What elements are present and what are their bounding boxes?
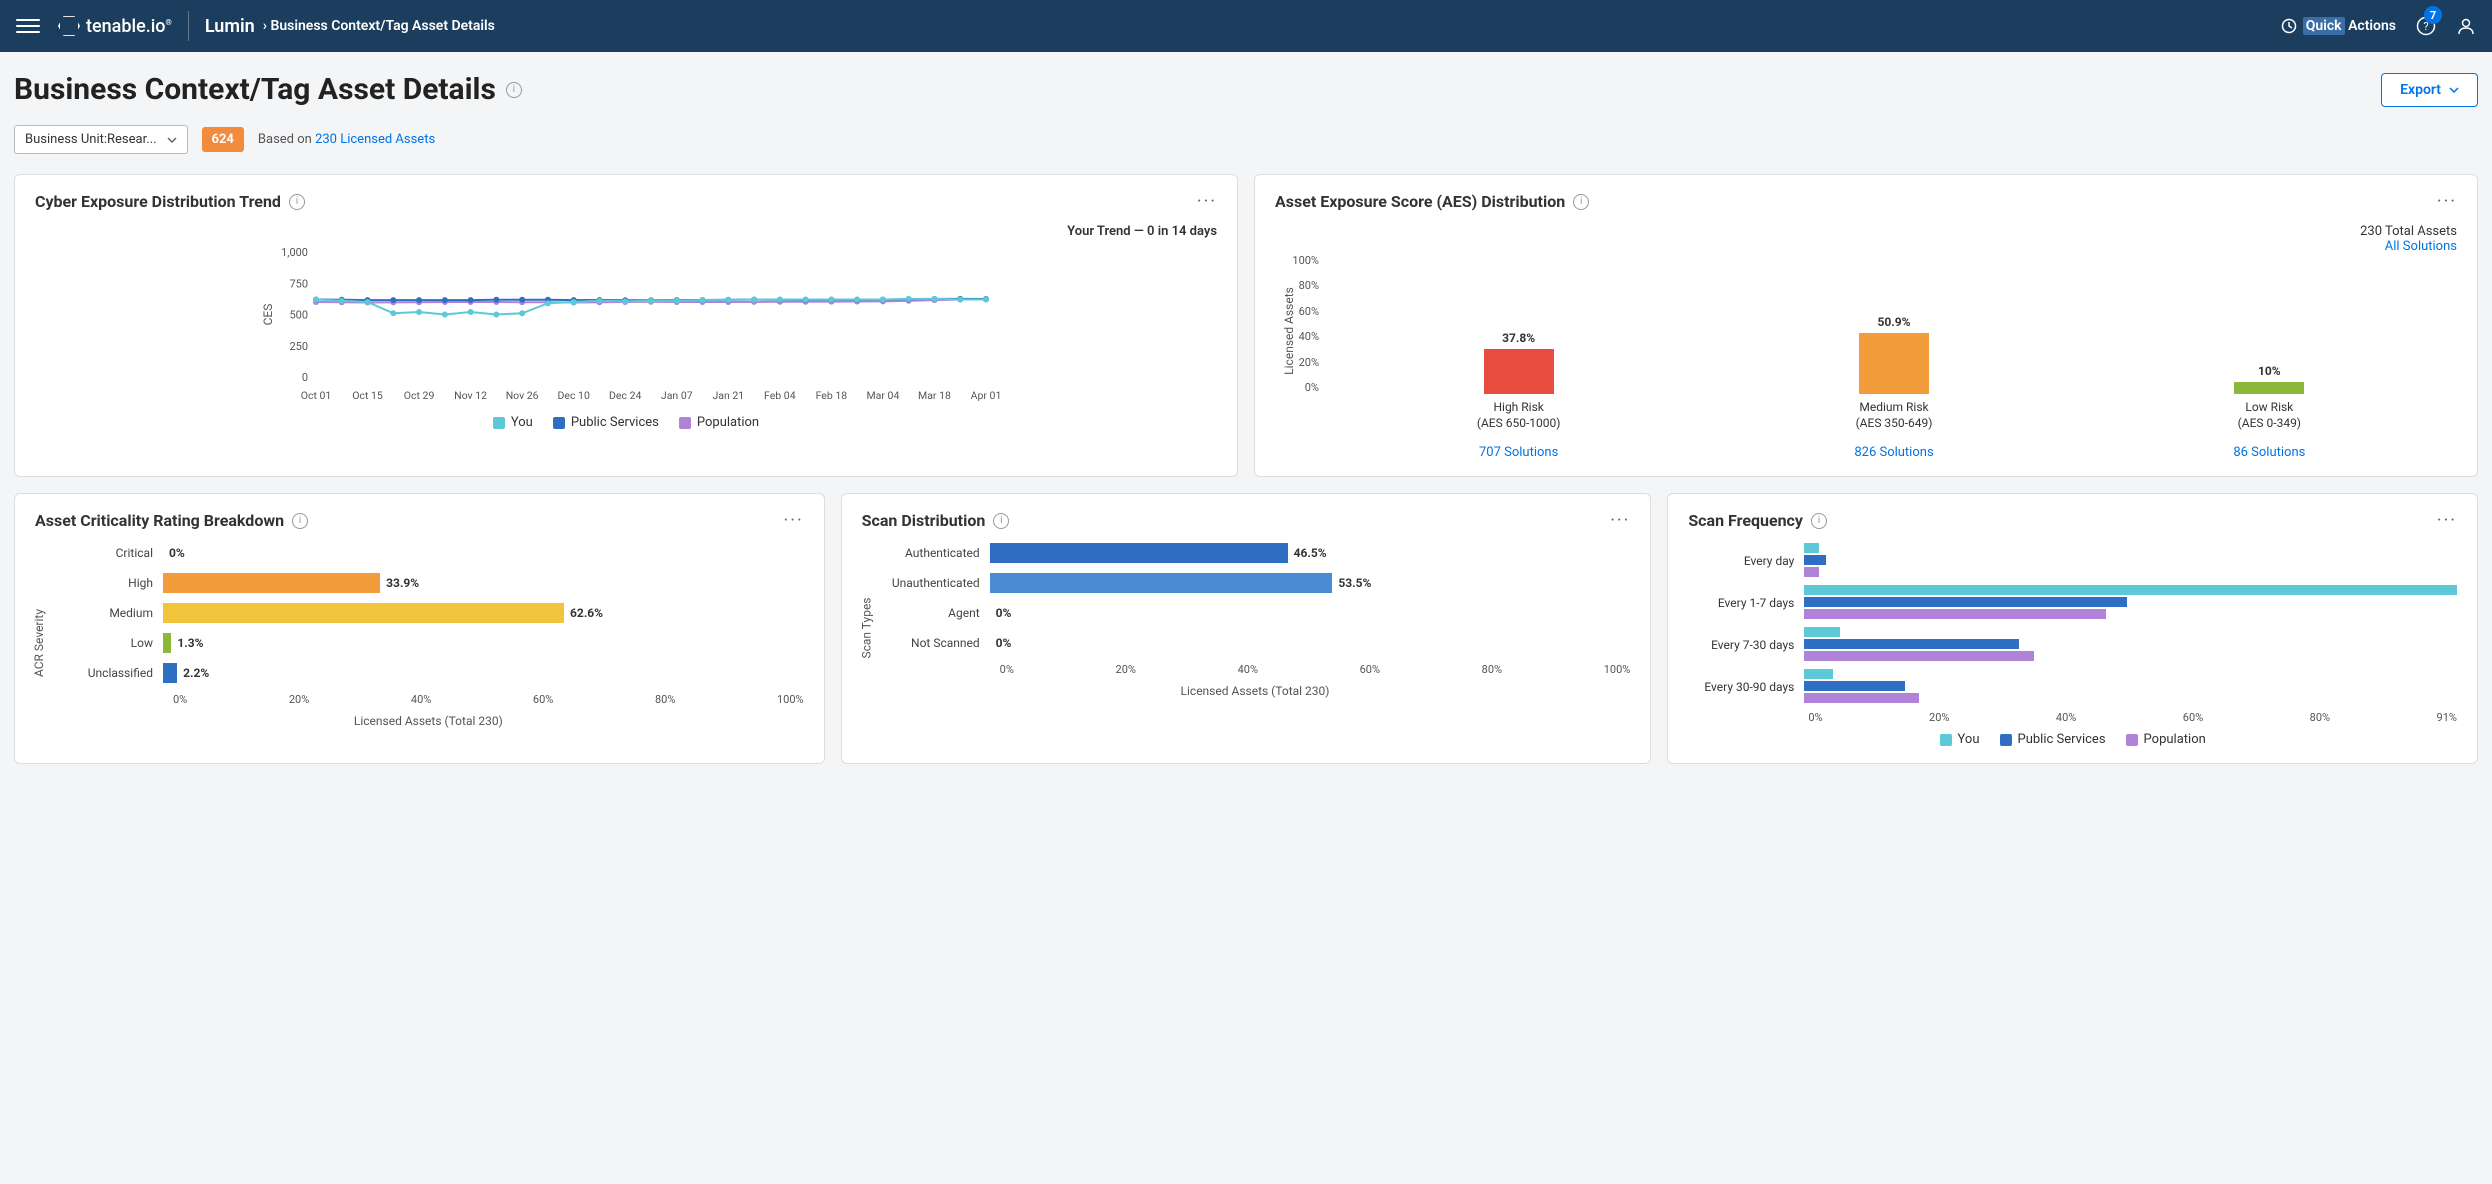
hbar-row[interactable]: Unauthenticated 53.5% [880, 573, 1631, 593]
svg-text:Oct 29: Oct 29 [404, 389, 435, 402]
brand-logo[interactable]: tenable.io® [58, 15, 172, 37]
trend-chart: 1,000 750 500 250 0 CES Oct 01 Oct 15 Oct 29 Nov … [35, 247, 1217, 407]
card-title: Cyber Exposure Distribution Trend i [35, 192, 305, 211]
svg-text:Jan 21: Jan 21 [712, 389, 744, 402]
solutions-link[interactable]: 826 Solutions [1725, 445, 2063, 460]
scan-freq-card: Scan Frequency i ··· Every day Every 1-7… [1667, 493, 2478, 764]
aes-bar[interactable]: 50.9% [1725, 315, 2063, 394]
chevron-down-icon [2449, 87, 2459, 93]
hbar-row[interactable]: Low 1.3% [53, 633, 804, 653]
aes-bar[interactable]: 10% [2100, 364, 2438, 394]
svg-text:Feb 18: Feb 18 [816, 389, 848, 402]
svg-text:0: 0 [302, 371, 308, 384]
card-menu-icon[interactable]: ··· [1197, 191, 1217, 212]
section-name[interactable]: Lumin [205, 16, 255, 37]
chevron-down-icon [167, 137, 177, 143]
card-title: Asset Exposure Score (AES) Distribution … [1275, 192, 1589, 211]
hbar-row[interactable]: Medium 62.6% [53, 603, 804, 623]
notification-badge: 7 [2424, 6, 2442, 24]
aes-card: Asset Exposure Score (AES) Distribution … [1254, 174, 2478, 477]
scan-dist-card: Scan Distribution i ··· Scan Types Authe… [841, 493, 1652, 764]
card-menu-icon[interactable]: ··· [784, 510, 804, 531]
brand-text: tenable.io® [86, 16, 172, 37]
page-title: Business Context/Tag Asset Details i [14, 72, 522, 107]
y-axis-label: ACR Severity [32, 609, 46, 677]
hbar-row[interactable]: Agent 0% [880, 603, 1631, 623]
info-icon[interactable]: i [1811, 513, 1827, 529]
aes-chart: Licensed Assets 100%80%60%40%20%0% 37.8%… [1275, 254, 2457, 394]
aes-category: High Risk(AES 650-1000) [1350, 400, 1688, 431]
licensed-assets-link[interactable]: 230 Licensed Assets [315, 132, 435, 147]
quick-actions-button[interactable]: Quick Actions [2281, 18, 2396, 34]
hbar-row[interactable]: High 33.9% [53, 573, 804, 593]
svg-text:Mar 18: Mar 18 [918, 389, 951, 402]
svg-text:Nov 12: Nov 12 [454, 389, 487, 402]
aes-category: Low Risk(AES 0-349) [2100, 400, 2438, 431]
y-axis-label: Scan Types [859, 597, 873, 658]
acr-card: Asset Criticality Rating Breakdown i ···… [14, 493, 825, 764]
based-on-text: Based on 230 Licensed Assets [258, 132, 435, 147]
menu-icon[interactable] [16, 14, 40, 38]
total-assets: 230 Total Assets [1275, 224, 2457, 239]
svg-text:Oct 01: Oct 01 [301, 389, 332, 402]
app-header: tenable.io® Lumin › Business Context/Tag… [0, 0, 2492, 52]
info-icon[interactable]: i [993, 513, 1009, 529]
help-icon[interactable]: ? 7 [2416, 16, 2436, 36]
svg-text:Nov 26: Nov 26 [506, 389, 539, 402]
filter-dropdown[interactable]: Business Unit:Resear... [14, 125, 188, 154]
card-title: Scan Frequency i [1688, 511, 1827, 530]
breadcrumb: › Business Context/Tag Asset Details [263, 18, 495, 34]
all-solutions-link[interactable]: All Solutions [1275, 239, 2457, 254]
aes-bar[interactable]: 37.8% [1350, 331, 1688, 394]
svg-text:CES: CES [261, 304, 275, 326]
trend-subtitle: Your Trend — 0 in 14 days [35, 224, 1217, 239]
svg-text:500: 500 [289, 309, 308, 322]
card-menu-icon[interactable]: ··· [2437, 191, 2457, 212]
svg-text:Apr 01: Apr 01 [971, 389, 1002, 402]
freq-row[interactable]: Every 30-90 days [1694, 669, 2457, 705]
user-icon[interactable] [2456, 16, 2476, 36]
hbar-row[interactable]: Authenticated 46.5% [880, 543, 1631, 563]
trend-legend: You Public Services Population [35, 415, 1217, 430]
svg-text:Jan 07: Jan 07 [661, 389, 693, 402]
hbar-row[interactable]: Critical 0% [53, 543, 804, 563]
svg-text:Dec 10: Dec 10 [558, 389, 590, 402]
solutions-link[interactable]: 86 Solutions [2100, 445, 2438, 460]
info-icon[interactable]: i [1573, 194, 1589, 210]
card-title: Asset Criticality Rating Breakdown i [35, 511, 308, 530]
freq-row[interactable]: Every 7-30 days [1694, 627, 2457, 663]
x-axis-label: Licensed Assets (Total 230) [880, 684, 1631, 698]
info-icon[interactable]: i [506, 82, 522, 98]
filter-value: Business Unit:Resear... [25, 132, 157, 147]
card-menu-icon[interactable]: ··· [1610, 510, 1630, 531]
divider [188, 11, 189, 41]
hbar-row[interactable]: Unclassified 2.2% [53, 663, 804, 683]
freq-row[interactable]: Every 1-7 days [1694, 585, 2457, 621]
info-icon[interactable]: i [289, 194, 305, 210]
score-badge: 624 [202, 127, 244, 152]
svg-text:Mar 04: Mar 04 [867, 389, 900, 402]
svg-text:1,000: 1,000 [281, 247, 308, 259]
freq-row[interactable]: Every day [1694, 543, 2457, 579]
card-menu-icon[interactable]: ··· [2437, 510, 2457, 531]
svg-text:Feb 04: Feb 04 [764, 389, 796, 402]
solutions-link[interactable]: 707 Solutions [1350, 445, 1688, 460]
clock-icon [2281, 18, 2297, 34]
svg-text:250: 250 [289, 340, 308, 353]
freq-legend: You Public Services Population [1688, 732, 2457, 747]
trend-card: Cyber Exposure Distribution Trend i ··· … [14, 174, 1238, 477]
svg-text:750: 750 [289, 277, 308, 290]
hbar-row[interactable]: Not Scanned 0% [880, 633, 1631, 653]
svg-text:Oct 15: Oct 15 [352, 389, 383, 402]
hexagon-icon [58, 15, 80, 37]
card-title: Scan Distribution i [862, 511, 1010, 530]
aes-category: Medium Risk(AES 350-649) [1725, 400, 2063, 431]
export-button[interactable]: Export [2381, 73, 2478, 107]
x-axis-label: Licensed Assets (Total 230) [53, 714, 804, 728]
svg-text:Dec 24: Dec 24 [609, 389, 641, 402]
info-icon[interactable]: i [292, 513, 308, 529]
